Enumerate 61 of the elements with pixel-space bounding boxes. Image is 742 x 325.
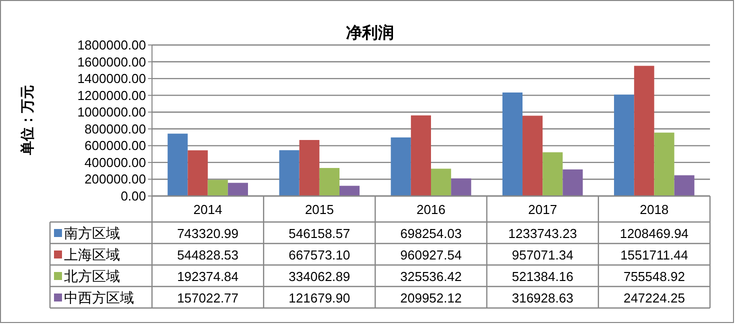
legend-label: 南方区域: [64, 225, 120, 241]
data-label: 1208469.94: [620, 226, 689, 241]
y-tick-label: 1400000.00: [77, 71, 146, 86]
bar: [168, 134, 188, 196]
bar: [502, 92, 523, 196]
data-label: 325536.42: [400, 269, 462, 284]
x-tick-label: 2017: [528, 202, 558, 217]
data-label: 957071.34: [512, 248, 574, 262]
bar: [410, 115, 431, 196]
bar: [674, 175, 694, 196]
y-tick-label: 1000000.00: [77, 104, 146, 120]
bar: [431, 168, 452, 196]
bar: [188, 150, 208, 196]
bar: [390, 137, 411, 196]
bar: [654, 132, 674, 196]
bar: [319, 168, 340, 196]
chart-title: 净利润: [346, 24, 394, 42]
bar: [522, 116, 543, 196]
data-label: 247224.25: [623, 290, 685, 306]
data-label: 755548.92: [623, 269, 685, 284]
data-label: 316928.63: [512, 290, 574, 306]
data-label: 960927.54: [400, 248, 462, 262]
bar: [542, 152, 563, 196]
data-label: 121679.90: [288, 290, 350, 306]
y-tick-label: 600000.00: [84, 138, 146, 154]
data-label: 698254.03: [400, 226, 462, 241]
bar: [339, 186, 360, 196]
data-label: 546158.57: [288, 226, 350, 241]
data-label: 192374.84: [177, 269, 239, 284]
data-label: 334062.89: [288, 269, 350, 284]
bar: [208, 180, 228, 196]
y-tick-label: 1800000.00: [77, 38, 146, 52]
data-label: 209952.12: [400, 290, 462, 306]
legend-label: 中西方区域: [64, 290, 134, 306]
bar: [228, 182, 248, 196]
data-label: 667573.10: [288, 248, 350, 262]
y-tick-label: 1200000.00: [77, 88, 146, 103]
legend-label: 上海区域: [64, 246, 120, 262]
data-label: 157022.77: [177, 290, 239, 306]
y-tick-label: 400000.00: [84, 154, 146, 170]
y-tick-label: 0.00: [120, 188, 146, 204]
x-tick-label: 2015: [304, 202, 334, 217]
y-tick-label: 1600000.00: [77, 54, 146, 70]
data-label: 521384.16: [512, 269, 574, 284]
bar: [562, 169, 583, 196]
x-tick-label: 2014: [193, 202, 222, 217]
data-label: 1233743.23: [508, 226, 577, 241]
bar: [451, 178, 472, 196]
bar: [614, 94, 634, 196]
data-label: 544828.53: [177, 248, 239, 262]
x-tick-label: 2016: [416, 202, 446, 217]
y-tick-label: 800000.00: [84, 121, 146, 136]
bar: [299, 140, 320, 196]
bar: [279, 150, 300, 196]
y-axis-title: 单位：万元: [19, 85, 35, 156]
legend-label: 北方区域: [64, 268, 120, 284]
bar: [634, 66, 654, 196]
x-tick-label: 2018: [640, 202, 669, 217]
y-tick-label: 200000.00: [84, 172, 146, 187]
data-label: 1551711.44: [620, 248, 688, 262]
data-label: 743320.99: [177, 226, 239, 241]
